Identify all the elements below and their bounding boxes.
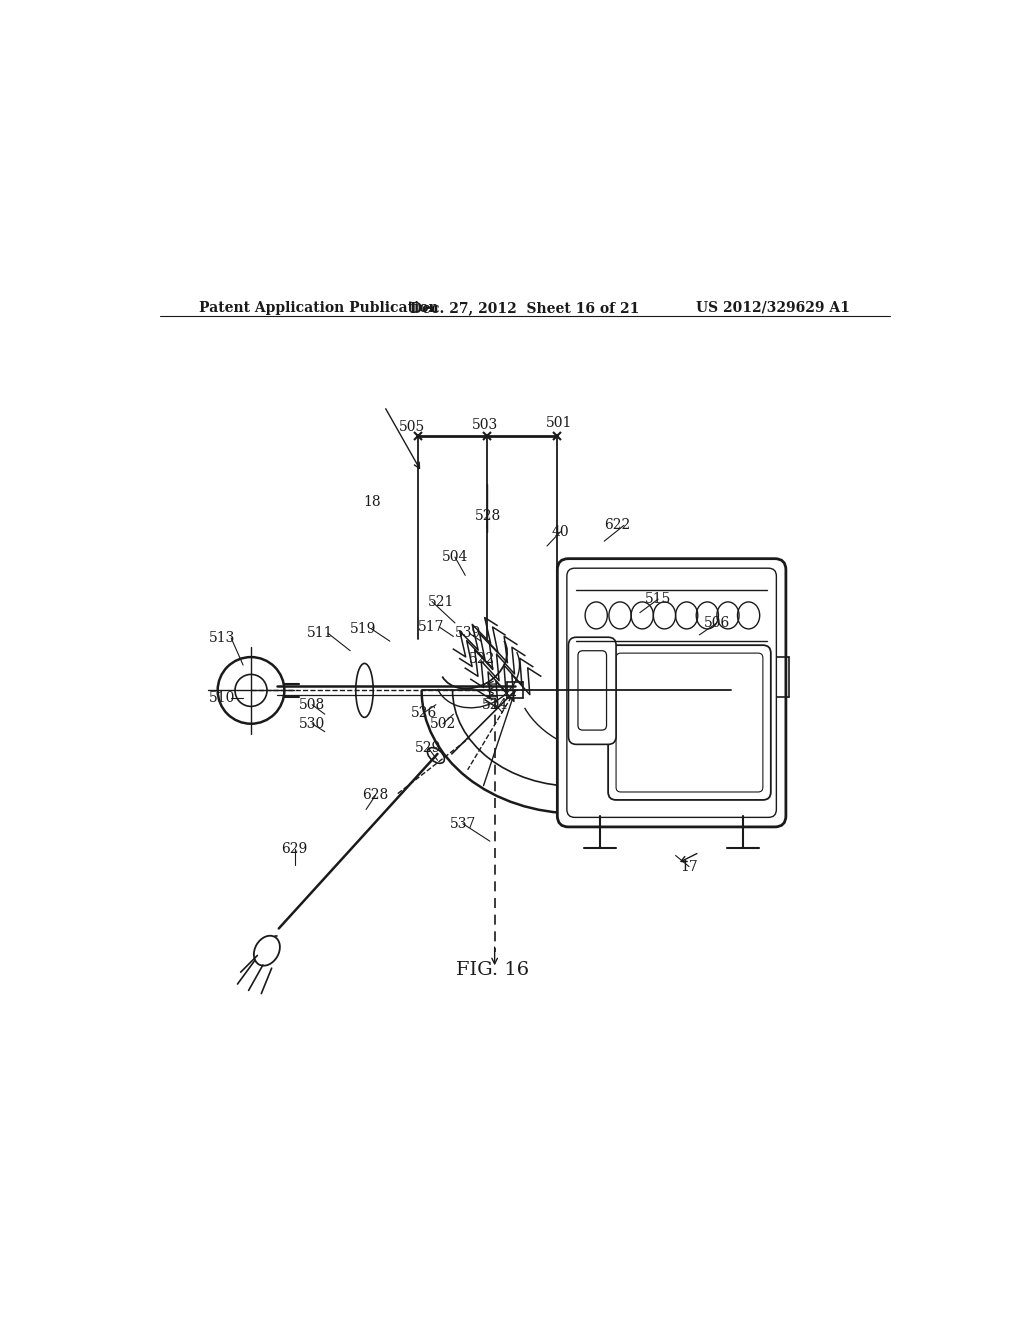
Text: 628: 628: [362, 788, 389, 803]
Text: 511: 511: [307, 626, 333, 640]
Text: 513: 513: [209, 631, 234, 645]
FancyBboxPatch shape: [616, 653, 763, 792]
Text: FIG. 16: FIG. 16: [457, 961, 529, 978]
Text: 529: 529: [415, 741, 441, 755]
Text: 539: 539: [455, 626, 481, 640]
Text: 18: 18: [364, 495, 381, 508]
Text: 17: 17: [680, 859, 698, 874]
Text: 502: 502: [430, 717, 456, 731]
FancyBboxPatch shape: [557, 558, 785, 826]
Text: 506: 506: [703, 616, 730, 630]
Text: 537: 537: [450, 817, 476, 830]
Text: 503: 503: [472, 418, 499, 433]
Text: US 2012/329629 A1: US 2012/329629 A1: [696, 301, 850, 315]
Text: 522: 522: [469, 652, 495, 665]
Text: 622: 622: [604, 519, 631, 532]
FancyBboxPatch shape: [568, 638, 616, 744]
Text: 504: 504: [441, 550, 468, 564]
Text: 508: 508: [299, 698, 326, 711]
Text: 510: 510: [209, 692, 234, 705]
Text: 521: 521: [428, 594, 455, 609]
Text: 40: 40: [552, 524, 569, 539]
Text: Dec. 27, 2012  Sheet 16 of 21: Dec. 27, 2012 Sheet 16 of 21: [411, 301, 639, 315]
Text: 526: 526: [411, 706, 437, 719]
Text: 515: 515: [645, 593, 672, 606]
Text: 524: 524: [482, 698, 509, 711]
FancyBboxPatch shape: [567, 568, 776, 817]
Text: 501: 501: [546, 416, 572, 430]
FancyBboxPatch shape: [578, 651, 606, 730]
Text: 505: 505: [399, 420, 425, 434]
Text: Patent Application Publication: Patent Application Publication: [200, 301, 439, 315]
Text: 528: 528: [474, 508, 501, 523]
Text: 629: 629: [282, 842, 308, 857]
Text: 519: 519: [350, 622, 376, 635]
Text: 530: 530: [299, 717, 326, 731]
Text: 517: 517: [418, 620, 444, 634]
FancyBboxPatch shape: [608, 645, 771, 800]
